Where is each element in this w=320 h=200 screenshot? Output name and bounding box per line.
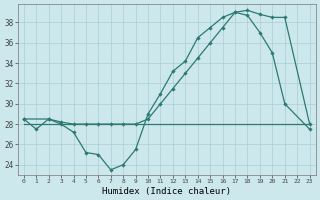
- X-axis label: Humidex (Indice chaleur): Humidex (Indice chaleur): [102, 187, 231, 196]
